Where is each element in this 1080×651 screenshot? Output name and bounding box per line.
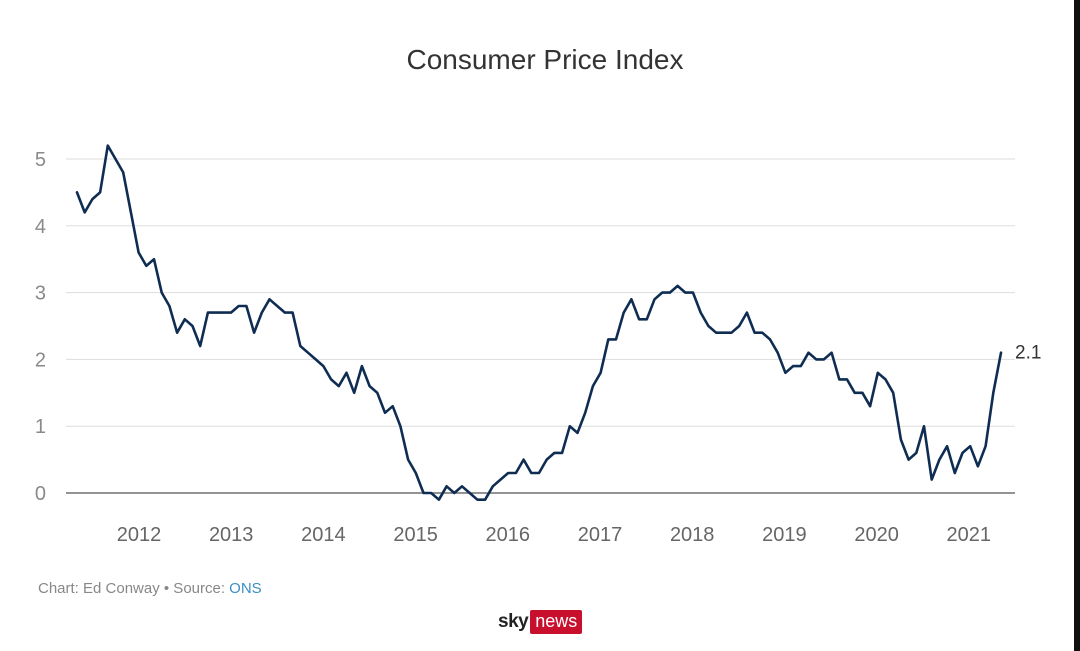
y-tick-label: 4 (35, 216, 46, 238)
x-tick-label: 2020 (854, 524, 899, 546)
end-label-layer: 2.1 (1015, 343, 1041, 364)
brand-sky: sky (498, 611, 529, 632)
credit-text: Chart: Ed Conway • Source: (38, 580, 230, 597)
y-tick-label: 2 (35, 349, 46, 371)
gridlines (66, 158, 1015, 494)
chart-title: Consumer Price Index (406, 44, 684, 75)
x-tick-label: 2013 (209, 524, 254, 546)
end-value-label: 2.1 (1015, 343, 1041, 364)
x-tick-label: 2015 (393, 524, 438, 546)
y-tick-label: 3 (35, 283, 46, 305)
brand-news: news (530, 610, 583, 634)
x-tick-label: 2012 (117, 524, 162, 546)
cpi-series-line (75, 144, 1003, 502)
y-axis-ticks: 0 1 2 3 4 5 (35, 149, 46, 505)
series-line-layer (75, 144, 1003, 502)
x-tick-label: 2019 (762, 524, 807, 546)
x-tick-label: 2018 (670, 524, 715, 546)
source-link[interactable]: ONS (229, 580, 262, 597)
x-tick-label: 2017 (578, 524, 623, 546)
x-axis-ticks: 2012 2013 2014 2015 2016 2017 2018 2019 2020 2021 (117, 524, 991, 546)
frame-edge (1074, 0, 1080, 651)
x-tick-label: 2016 (486, 524, 531, 546)
x-tick-label: 2014 (301, 524, 346, 546)
y-tick-label: 5 (35, 149, 46, 171)
sky-news-logo: sky news (498, 609, 583, 635)
chart-credit: Chart: Ed Conway • Source: ONS (38, 580, 262, 597)
x-tick-label: 2021 (947, 524, 992, 546)
y-tick-label: 0 (35, 483, 46, 505)
y-tick-label: 1 (35, 416, 46, 438)
